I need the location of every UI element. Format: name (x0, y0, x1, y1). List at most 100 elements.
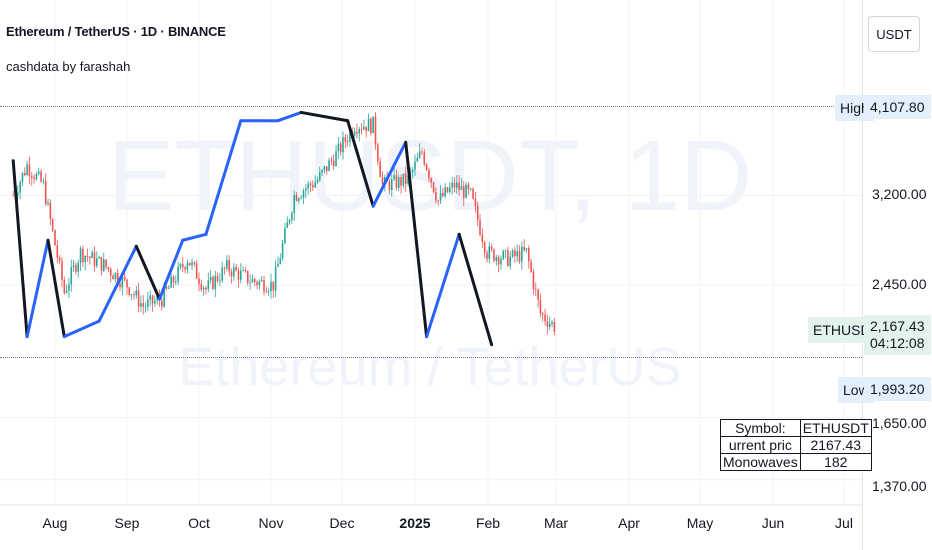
candle (325, 166, 328, 175)
candle (497, 255, 500, 273)
time-tick-label: Feb (475, 515, 501, 531)
monowave-segment (158, 238, 185, 301)
chart-grid (0, 0, 862, 506)
candle (181, 256, 184, 273)
candle (33, 174, 35, 184)
candle (379, 157, 381, 178)
time-tick-label: Apr (618, 515, 640, 531)
candle (344, 133, 347, 149)
candle (123, 271, 126, 282)
info-value: ETHUSDT (799, 419, 872, 437)
monowave-lines (11, 110, 494, 347)
candle (516, 244, 518, 263)
candle (300, 194, 302, 200)
candle (502, 249, 505, 261)
candle (26, 160, 28, 177)
candle (219, 272, 221, 287)
monowave-segment (181, 232, 208, 242)
candle (504, 249, 507, 259)
candle (200, 279, 203, 292)
info-key: Monowaves (720, 453, 801, 471)
candle (514, 246, 516, 263)
time-tick-label: Dec (329, 515, 355, 531)
candle (242, 266, 244, 272)
candle (537, 288, 539, 308)
candle (75, 262, 77, 275)
candle (179, 262, 182, 270)
candle (240, 263, 242, 284)
candle (144, 302, 147, 313)
candle (77, 259, 80, 278)
candle (530, 258, 532, 273)
time-tick-label: Mar (543, 515, 569, 531)
candle (472, 187, 474, 200)
time-tick-label: Aug (42, 515, 68, 531)
candle (137, 282, 140, 313)
candle (44, 172, 47, 207)
candle (135, 285, 138, 299)
candle (198, 272, 200, 292)
bar-countdown: 04:12:08 (870, 335, 925, 351)
watermark-name: Ethereum / TetherUS (178, 337, 681, 397)
current-price-line (0, 357, 862, 358)
candle (168, 284, 170, 289)
candle (388, 178, 391, 195)
candle (130, 294, 133, 301)
candle (165, 285, 168, 291)
candle (309, 181, 312, 192)
candle (346, 134, 349, 147)
candle (544, 308, 546, 326)
candle (411, 167, 414, 179)
candle (126, 278, 128, 295)
candle (414, 154, 416, 176)
candle (393, 167, 395, 181)
candle (195, 260, 198, 279)
candle (479, 214, 481, 237)
indicator-name[interactable]: cashdata by farashah (6, 59, 131, 74)
candle (321, 169, 323, 177)
candle (402, 173, 405, 189)
candle (84, 255, 86, 271)
candle (493, 248, 495, 263)
candle (47, 198, 49, 207)
monowave-segment (371, 140, 408, 208)
symbol-title[interactable]: Ethereum / TetherUS · 1D · BINANCE (6, 24, 226, 39)
monowave-segment (11, 159, 29, 339)
candle (474, 191, 477, 213)
candle (451, 176, 453, 195)
candle (423, 148, 426, 167)
candle (237, 267, 240, 288)
candle (98, 255, 100, 259)
candle (337, 137, 340, 160)
candle (370, 117, 372, 136)
candle (112, 274, 114, 280)
candle (507, 246, 509, 267)
candle (541, 311, 544, 322)
candle (430, 177, 433, 189)
candle (374, 111, 377, 150)
candle (511, 248, 514, 259)
candle (532, 269, 535, 295)
current-price-value: 2,167.43 (870, 318, 925, 334)
candle (444, 182, 446, 199)
candle (360, 123, 363, 135)
candle (51, 217, 54, 232)
candle (453, 177, 456, 193)
candle (274, 259, 277, 297)
candle (147, 292, 149, 312)
low-price-label: 1,993.20 (864, 377, 931, 401)
candle (100, 256, 103, 276)
candle (161, 297, 163, 311)
candle (486, 250, 488, 263)
currency-button[interactable]: USDT (868, 16, 920, 52)
monowave-segment (25, 238, 50, 339)
info-table: Symbol: ETHUSDT urrent pric 2167.43 Mono… (720, 419, 872, 471)
candle (256, 279, 258, 290)
time-tick-label: 2025 (399, 515, 431, 531)
candle (330, 156, 333, 166)
candle (395, 169, 398, 191)
candle (460, 178, 463, 190)
candle (481, 228, 484, 249)
candle (365, 126, 368, 138)
